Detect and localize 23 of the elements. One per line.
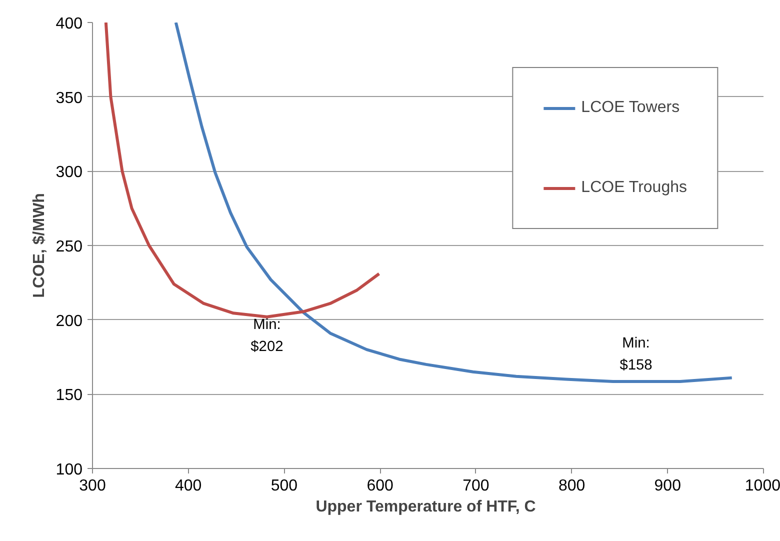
legend-label: LCOE Troughs — [581, 179, 687, 197]
x-tick-label: 500 — [270, 478, 298, 494]
annotation: Min: $158 — [620, 336, 652, 374]
y-tick-label: 350 — [56, 90, 83, 107]
annotation: Min: $202 — [250, 316, 284, 355]
x-tick-label: 600 — [366, 478, 394, 494]
x-tick-label: 900 — [654, 478, 682, 494]
legend-label: LCOE Towers — [581, 99, 680, 117]
y-tick-label: 100 — [56, 462, 83, 478]
y-axis-title: LCOE, $/MWh — [30, 193, 48, 298]
x-tick-label: 800 — [558, 478, 586, 494]
x-tick-label: 400 — [175, 478, 202, 494]
line-series — [104, 22, 381, 318]
y-tick-label: 300 — [56, 164, 83, 182]
x-axis-title: Upper Temperature of HTF, C — [316, 498, 536, 516]
y-tick-label: 400 — [56, 16, 83, 32]
y-tick-label: 200 — [56, 312, 83, 330]
y-tick-label: 150 — [56, 387, 83, 404]
x-tick-label: 300 — [79, 478, 106, 494]
x-tick-label: 700 — [462, 478, 490, 494]
x-tick-label: 1000 — [744, 478, 780, 494]
line-series — [174, 22, 734, 384]
y-tick-label: 250 — [56, 238, 83, 256]
